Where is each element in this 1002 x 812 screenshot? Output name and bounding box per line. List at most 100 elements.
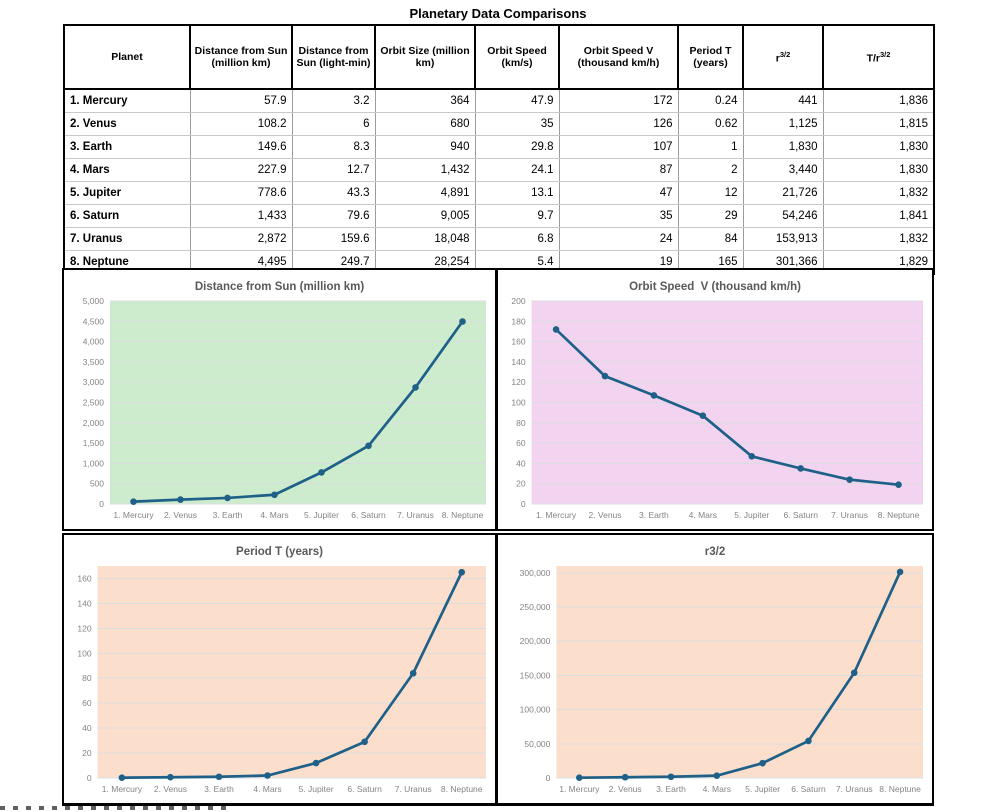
value-cell[interactable]: 35 (559, 204, 679, 228)
value-cell[interactable]: 1,830 (823, 158, 934, 182)
value-cell[interactable]: 1,832 (823, 227, 934, 251)
svg-text:4. Mars: 4. Mars (689, 510, 717, 520)
value-cell[interactable]: 172 (559, 89, 679, 113)
svg-text:80: 80 (82, 673, 92, 683)
value-cell[interactable]: 680 (375, 112, 476, 136)
value-cell[interactable]: 29.8 (475, 135, 560, 159)
svg-text:8. Neptune: 8. Neptune (441, 784, 483, 794)
col-header-period-t[interactable]: Period T (years) (677, 24, 744, 90)
value-cell[interactable]: 79.6 (292, 204, 376, 228)
value-cell[interactable]: 1,433 (190, 204, 293, 228)
col-header-orbit-speed-v[interactable]: Orbit Speed V (thousand km/h) (558, 24, 679, 90)
value-cell[interactable]: 6.8 (475, 227, 560, 251)
value-cell[interactable]: 4,891 (375, 181, 476, 205)
value-cell[interactable]: 6 (292, 112, 376, 136)
value-cell[interactable]: 47.9 (475, 89, 560, 113)
value-cell[interactable]: 1 (678, 135, 744, 159)
value-cell[interactable]: 21,726 (743, 181, 824, 205)
col-header-r32[interactable]: r3/2 (742, 24, 824, 90)
value-cell[interactable]: 364 (375, 89, 476, 113)
value-cell[interactable]: 24 (559, 227, 679, 251)
value-cell[interactable]: 1,830 (743, 135, 824, 159)
value-cell[interactable]: 126 (559, 112, 679, 136)
chart-r32[interactable]: r3/2 0 50,000 100,000 150,000 200,000 250,000… (496, 533, 934, 806)
value-cell[interactable]: 1,829 (899, 256, 928, 268)
value-cell[interactable]: 3.2 (292, 89, 376, 113)
planet-cell[interactable]: 7. Uranus (64, 227, 191, 251)
value-cell[interactable]: 1,836 (823, 89, 934, 113)
planet-cell[interactable]: 6. Saturn (64, 204, 191, 228)
svg-text:20: 20 (82, 748, 92, 758)
svg-text:2,500: 2,500 (83, 398, 105, 408)
svg-text:6. Saturn: 6. Saturn (783, 510, 818, 520)
value-cell[interactable]: 778.6 (190, 181, 293, 205)
planet-cell[interactable]: 1. Mercury (64, 89, 191, 113)
table-row: 5. Jupiter 778.6 43.3 4,891 13.1 47 12 21,726 1,… (64, 181, 934, 205)
value-cell[interactable]: 108.2 (190, 112, 293, 136)
planet-cell[interactable]: 2. Venus (64, 112, 191, 136)
value-cell[interactable]: 2 (678, 158, 744, 182)
svg-text:0: 0 (87, 773, 92, 783)
value-cell[interactable]: 1,830 (823, 135, 934, 159)
value-cell[interactable]: 87 (559, 158, 679, 182)
value-cell[interactable]: 9.7 (475, 204, 560, 228)
value-cell[interactable]: 47 (559, 181, 679, 205)
svg-text:250,000: 250,000 (520, 602, 551, 612)
value-cell[interactable]: 18,048 (375, 227, 476, 251)
value-cell[interactable]: 149.6 (190, 135, 293, 159)
value-cell[interactable]: 153,913 (743, 227, 824, 251)
chart-title: Distance from Sun (million km) (194, 281, 365, 293)
value-cell[interactable]: 84 (678, 227, 744, 251)
svg-text:120: 120 (77, 623, 91, 633)
col-header-orbit-size[interactable]: Orbit Size (million km) (374, 24, 476, 90)
svg-text:1. Mercury: 1. Mercury (559, 784, 600, 794)
col-header-orbit-speed-kms[interactable]: Orbit Speed (km/s) (474, 24, 560, 90)
chart-distance-from-sun[interactable]: Distance from Sun (million km) 0 500 1,000… (62, 268, 497, 531)
value-cell[interactable]: 159.6 (292, 227, 376, 251)
svg-text:7. Uranus: 7. Uranus (836, 784, 873, 794)
value-cell[interactable]: 54,246 (743, 204, 824, 228)
value-cell[interactable]: 107 (559, 135, 679, 159)
value-cell[interactable]: 35 (475, 112, 560, 136)
chart-orbit-speed[interactable]: Orbit Speed V (thousand km/h) 0 20 40 60 80 1… (496, 268, 934, 531)
value-cell[interactable]: 43.3 (292, 181, 376, 205)
value-cell[interactable]: 12 (678, 181, 744, 205)
chart-period-t[interactable]: Period T (years) 0 20 40 60 80 100 120 140 160 1.… (62, 533, 497, 806)
value-cell[interactable]: 0.62 (678, 112, 744, 136)
value-cell[interactable]: 441 (743, 89, 824, 113)
value-cell[interactable]: 2,872 (190, 227, 293, 251)
r32-sup: 3/2 (779, 49, 791, 59)
col-header-distance-light-min[interactable]: Distance from Sun (light-min) (291, 24, 376, 90)
svg-text:1. Mercury: 1. Mercury (536, 510, 577, 520)
value-cell[interactable]: 227.9 (190, 158, 293, 182)
value-cell[interactable]: 9,005 (375, 204, 476, 228)
planet-cell[interactable]: 4. Mars (64, 158, 191, 182)
value-cell[interactable]: 1,841 (823, 204, 934, 228)
value-cell[interactable]: 0.24 (678, 89, 744, 113)
col-header-distance-million-km[interactable]: Distance from Sun (million km) (189, 24, 293, 90)
svg-text:1. Mercury: 1. Mercury (113, 510, 154, 520)
planet-cell[interactable]: 5. Jupiter (64, 181, 191, 205)
col-header-t-over-r32[interactable]: T/r3/2 (822, 24, 935, 90)
svg-text:2. Venus: 2. Venus (154, 784, 187, 794)
table-row: 4. Mars 227.9 12.7 1,432 24.1 87 2 3,440 1,830 (64, 158, 934, 182)
value-cell[interactable]: 3,440 (743, 158, 824, 182)
planet-cell[interactable]: 3. Earth (64, 135, 191, 159)
value-cell[interactable]: 1,815 (823, 112, 934, 136)
value-cell[interactable]: 940 (375, 135, 476, 159)
svg-text:6. Saturn: 6. Saturn (347, 784, 382, 794)
value-cell[interactable]: 13.1 (475, 181, 560, 205)
svg-text:500: 500 (90, 479, 104, 489)
col-header-planet[interactable]: Planet (63, 24, 191, 90)
value-cell[interactable]: 57.9 (190, 89, 293, 113)
chart-canvas: 0 20 40 60 80 100 120 140 160 180 200 1. Mercury 2. … (511, 296, 923, 520)
table-row: 2. Venus 108.2 6 680 35 126 0.62 1,125 1,815 (64, 112, 934, 136)
value-cell[interactable]: 1,432 (375, 158, 476, 182)
value-cell[interactable]: 1,125 (743, 112, 824, 136)
value-cell[interactable]: 1,832 (823, 181, 934, 205)
value-cell[interactable]: 8.3 (292, 135, 376, 159)
clipped-text-fragment (0, 806, 233, 810)
value-cell[interactable]: 29 (678, 204, 744, 228)
value-cell[interactable]: 24.1 (475, 158, 560, 182)
value-cell[interactable]: 12.7 (292, 158, 376, 182)
